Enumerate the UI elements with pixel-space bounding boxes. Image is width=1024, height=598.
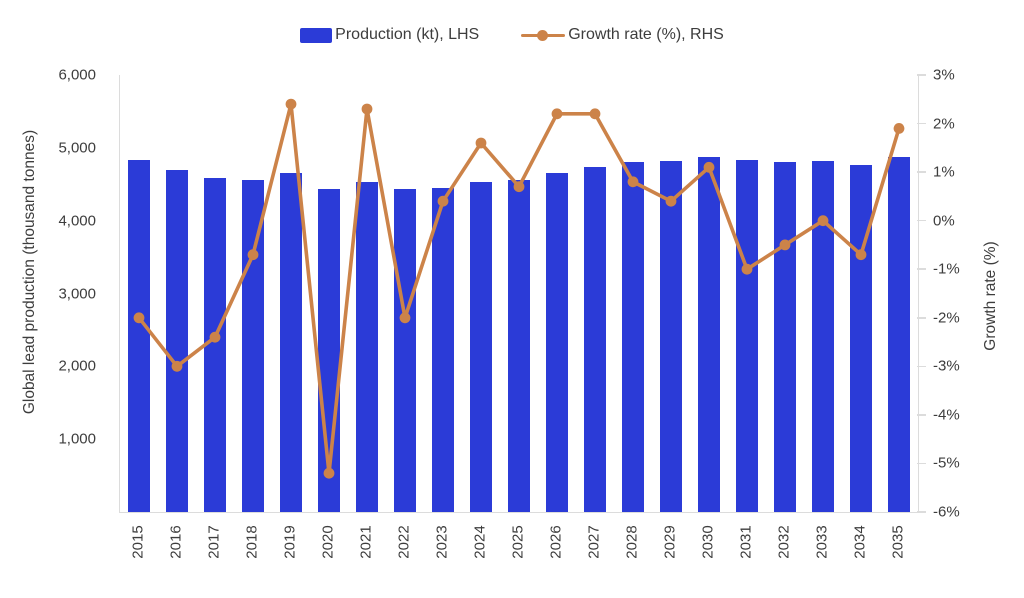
x-axis-label-2019: 2019: [281, 525, 299, 559]
x-axis-label-2030: 2030: [699, 525, 717, 559]
production-bar-2016: [165, 169, 189, 512]
production-bar-2025: [507, 179, 531, 512]
right-tick-mark: [917, 511, 926, 513]
growth-rate-line: [137, 102, 901, 476]
left-tick-label-1000: 1,000: [58, 430, 96, 448]
left-tick-label-5000: 5,000: [58, 139, 96, 157]
left-tick-label-2000: 2,000: [58, 357, 96, 375]
production-bar-2017: [203, 177, 227, 512]
right-tick-mark: [917, 122, 926, 125]
x-axis-label-2033: 2033: [813, 525, 831, 559]
growth-point-2021: [361, 103, 373, 115]
x-axis-label-2023: 2023: [433, 525, 451, 559]
growth-point-2020: [323, 467, 335, 479]
growth-point-2018: [247, 249, 259, 261]
growth-point-2029: [665, 195, 677, 207]
x-axis-label-2025: 2025: [509, 525, 527, 559]
right-tick-label-2: 2%: [933, 115, 955, 133]
x-axis-label-2018: 2018: [243, 525, 261, 559]
growth-point-2017: [209, 331, 221, 343]
right-tick-label--3: -3%: [933, 357, 960, 375]
growth-point-2027: [589, 108, 601, 120]
x-axis-label-2024: 2024: [471, 525, 489, 559]
right-tick-label-1: 1%: [933, 163, 955, 181]
left-tick-label-4000: 4,000: [58, 212, 96, 230]
production-bar-2021: [355, 182, 379, 512]
right-tick-mark: [917, 219, 926, 222]
right-tick-mark: [917, 74, 926, 76]
left-tick-label-3000: 3,000: [58, 285, 96, 302]
production-bar-2029: [659, 160, 683, 512]
production-bar-2023: [431, 187, 455, 512]
x-axis-label-2031: 2031: [737, 525, 755, 559]
production-bar-2024: [469, 182, 493, 512]
x-axis-label-2015: 2015: [129, 525, 147, 559]
x-axis-label-2026: 2026: [547, 525, 565, 559]
right-tick-label--2: -2%: [933, 309, 960, 327]
growth-point-2023: [437, 195, 449, 207]
growth-point-2034: [855, 249, 867, 261]
x-axis-label-2016: 2016: [167, 525, 185, 559]
growth-point-2015: [133, 312, 145, 324]
legend-item-production: Production (kt), LHS: [300, 26, 479, 44]
production-bar-2022: [393, 188, 417, 512]
production-bar-2026: [545, 173, 569, 512]
left-tick-label-6000: 6,000: [58, 66, 96, 84]
right-axis-tick-labels: 3% 2% 1% 0% -1% -2% -3% -4% -5% -6%: [917, 67, 1017, 521]
x-axis-label-2017: 2017: [205, 525, 223, 559]
growth-point-2033: [817, 215, 829, 227]
production-bar-2019: [279, 172, 303, 512]
growth-point-2032: [779, 239, 791, 251]
plot-area: [119, 75, 919, 513]
right-tick-mark: [917, 317, 926, 319]
left-axis-tick-labels: 6,000 5,000 4,000 3,000 2,000 1,000: [0, 67, 96, 512]
production-bar-2031: [735, 159, 759, 512]
growth-point-2024: [475, 137, 487, 149]
growth-point-2028: [627, 176, 639, 188]
production-bar-2027: [583, 166, 607, 512]
growth-point-2035: [893, 123, 905, 134]
growth-point-2016: [171, 360, 183, 372]
growth-point-2019: [285, 98, 297, 110]
x-axis-label-2028: 2028: [623, 525, 641, 559]
growth-rate-line-layer: [133, 98, 905, 479]
right-tick-label--5: -5%: [933, 454, 960, 472]
right-tick-mark: [917, 268, 926, 270]
growth-point-2031: [741, 263, 753, 275]
right-tick-mark: [917, 462, 926, 465]
right-tick-mark: [917, 414, 926, 416]
production-bar-2033: [811, 160, 835, 512]
legend-production-label: Production (kt), LHS: [335, 26, 480, 43]
production-bar-2015: [127, 159, 151, 512]
legend-item-growth: Growth rate (%), RHS: [521, 26, 724, 44]
right-tick-label-3: 3%: [933, 66, 955, 84]
growth-point-2026: [551, 108, 563, 120]
right-tick-label--4: -4%: [933, 406, 960, 424]
production-bar-2028: [621, 162, 645, 512]
legend-growth-label: Growth rate (%), RHS: [568, 26, 724, 43]
x-axis-label-2034: 2034: [851, 525, 869, 559]
x-axis-label-2027: 2027: [585, 525, 603, 559]
x-axis-label-2035: 2035: [889, 525, 907, 559]
right-tick-label-0: 0%: [933, 212, 955, 230]
production-bar-2035: [887, 157, 911, 512]
growth-point-2030: [703, 161, 715, 173]
x-axis-label-2029: 2029: [661, 525, 679, 559]
right-tick-label--1: -1%: [933, 260, 960, 278]
right-tick-mark: [917, 365, 926, 368]
growth-point-2022: [399, 312, 411, 324]
x-axis-label-2020: 2020: [319, 525, 337, 559]
growth-swatch-icon: [521, 28, 566, 43]
right-tick-mark: [917, 171, 926, 173]
legend: Production (kt), LHS Growth rate (%), RH…: [0, 26, 1024, 44]
x-axis-label-2032: 2032: [775, 525, 793, 559]
x-axis-label-2021: 2021: [357, 525, 375, 559]
production-swatch-icon: [300, 27, 333, 43]
x-axis-labels: 2015 2016 2017 2018 2019 2020 2021 2022 2023 2024…: [119, 512, 917, 582]
x-axis-label-2022: 2022: [395, 525, 413, 559]
growth-point-2025: [513, 181, 525, 193]
right-tick-label--6: -6%: [933, 503, 960, 521]
production-bar-2030: [697, 157, 721, 512]
